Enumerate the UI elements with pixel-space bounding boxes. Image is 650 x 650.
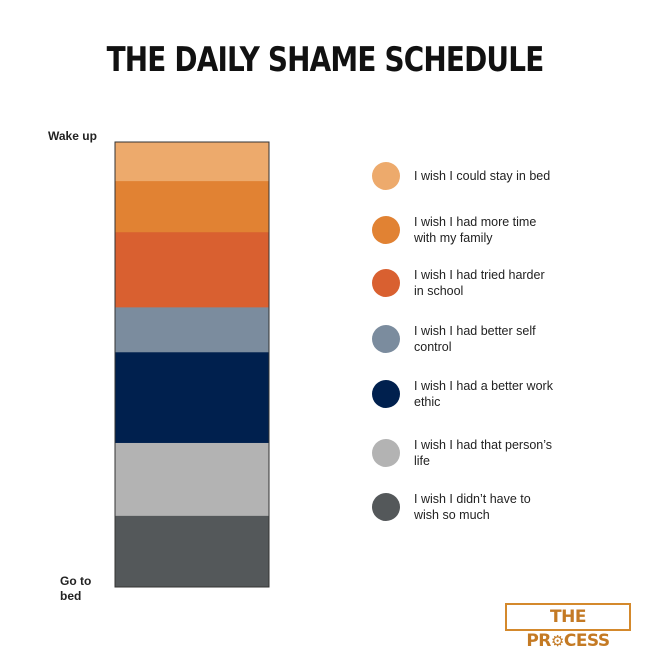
the-process-logo: THE PR⚙CESS	[505, 603, 631, 650]
legend-label: I wish I could stay in bed	[414, 169, 551, 183]
wake-up-label: Wake up	[48, 129, 97, 143]
bar-segment-4	[115, 307, 269, 353]
bar-segment-7	[115, 515, 269, 588]
legend-swatch	[372, 439, 400, 467]
legend-label: I wish I didn’t have to wish so much	[414, 492, 531, 522]
legend-swatch	[372, 269, 400, 297]
legend-swatch	[372, 216, 400, 244]
bar-segment-1	[115, 142, 269, 182]
legend-label: I wish I had a better work ethic	[414, 379, 553, 409]
legend-item: I wish I had more time with my family	[372, 214, 554, 246]
legend-label: I wish I had better self control	[414, 324, 536, 354]
legend-label: I wish I had more time with my family	[414, 215, 537, 245]
legend-item: I wish I didn’t have to wish so much	[372, 491, 554, 523]
bar-segment-3	[115, 232, 269, 308]
legend-swatch	[372, 325, 400, 353]
bar-segment-2	[115, 181, 269, 233]
legend-swatch	[372, 162, 400, 190]
go-to-bed-label: Go to bed	[60, 574, 92, 603]
legend-label: I wish I had that person’s life	[414, 438, 553, 468]
legend-item: I wish I could stay in bed	[372, 162, 554, 190]
legend-item: I wish I had that person’s life	[372, 437, 554, 469]
legend-item: I wish I had a better work ethic	[372, 378, 554, 410]
bar-segment-5	[115, 352, 269, 444]
chart-title: THE DAILY SHAME SCHEDULE	[106, 40, 545, 80]
legend-item: I wish I had tried harder in school	[372, 267, 554, 299]
legend-swatch	[372, 493, 400, 521]
legend-item: I wish I had better self control	[372, 323, 554, 355]
bar-segment-6	[115, 442, 269, 517]
bar-outline	[114, 141, 270, 588]
legend-label: I wish I had tried harder in school	[414, 268, 545, 298]
legend-swatch	[372, 380, 400, 408]
